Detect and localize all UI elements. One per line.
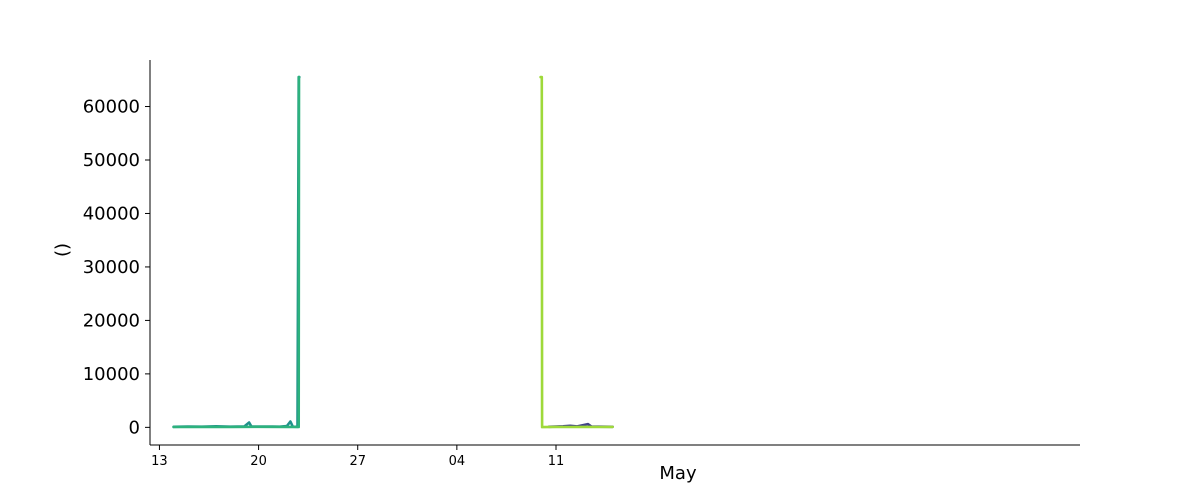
y-tick-label: 60000 [83,97,140,118]
y-axis-label: () [52,243,73,257]
x-tick-label: 11 [548,454,565,469]
x-axis-ticks: 13 20 27 04 11 [151,445,564,469]
series-line-4 [539,75,614,429]
x-tick-label: 04 [449,454,466,469]
x-axis-label: May [659,463,697,484]
y-tick-label: 30000 [83,257,140,278]
y-tick-label: 0 [129,417,140,438]
y-tick-label: 20000 [83,310,140,331]
y-tick-label: 40000 [83,203,140,224]
x-tick-label: 27 [349,454,366,469]
series-line-2 [172,75,301,429]
plot-area [172,75,614,429]
x-tick-label: 13 [151,454,168,469]
y-tick-label: 50000 [83,150,140,171]
y-tick-label: 10000 [83,364,140,385]
x-tick-label: 20 [250,454,267,469]
series-line-1 [172,75,301,429]
y-axis-ticks: 0 10000 20000 30000 40000 50000 60000 [83,97,150,438]
